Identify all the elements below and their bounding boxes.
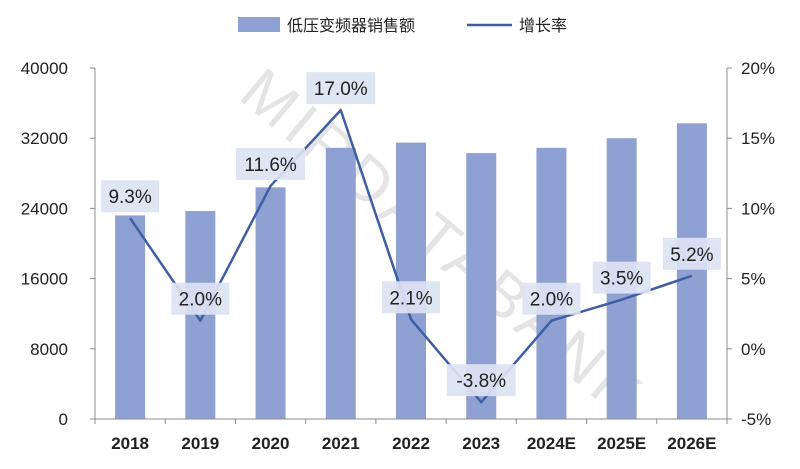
left-tick-label: 40000 [21,59,68,78]
watermark-text: MIRDATABANK [228,56,659,433]
data-label-box [101,180,160,213]
right-tick-label: 20% [741,59,775,78]
legend: 低压变频器销售额 增长率 [238,16,567,35]
x-tick-label: 2020 [252,434,290,453]
right-tick-label: -5% [741,410,771,429]
data-label: 5.2% [670,245,713,266]
left-tick-label: 16000 [21,270,68,289]
data-label: 2.1% [389,288,432,309]
data-label: 3.5% [600,269,643,290]
legend-bar-swatch [238,17,280,32]
right-tick-label: 0% [741,340,766,359]
x-tick-label: 2025E [597,434,646,453]
data-label-box [306,72,376,105]
x-tick-label: 2021 [322,434,360,453]
left-tick-label: 24000 [21,199,68,218]
data-label-box [236,147,306,180]
plot-area: MIRDATABANK 0 8000 16000 24000 32000 40000 -5% 0… [21,56,775,453]
bar [255,187,286,419]
x-tick-label: 2018 [111,434,149,453]
data-label-box [446,364,516,397]
x-tick-label: 2024E [527,434,576,453]
legend-bar-label: 低压变频器销售额 [287,16,415,35]
x-tick-label: 2023 [462,434,500,453]
left-tick-label: 32000 [21,129,68,148]
bar [396,142,426,419]
right-tick-label: 15% [741,129,775,148]
left-tick-label: 8000 [30,340,68,359]
x-tick-label: 2026E [667,434,716,453]
data-label-box [662,237,721,270]
x-tick-label: 2019 [181,434,219,453]
data-label: 17.0% [314,79,368,100]
bar [115,215,146,419]
data-label: -3.8% [456,371,506,392]
data-label: 11.6% [244,155,297,176]
growth-rate-line [129,108,693,404]
data-label-box [382,281,440,314]
x-tick-label: 2022 [392,434,430,453]
right-tick-label: 5% [741,270,766,289]
data-label-box [171,282,230,315]
bar [325,147,356,420]
data-label: 2.0% [179,290,222,311]
left-tick-label: 0 [59,410,68,429]
legend-line-label: 增长率 [519,16,567,35]
bar [185,211,216,419]
bar [676,123,707,419]
data-label-box [522,282,581,315]
data-label: 2.0% [530,290,573,311]
right-tick-label: 10% [741,199,775,218]
data-label-box [592,261,651,294]
data-label: 9.3% [108,187,151,208]
